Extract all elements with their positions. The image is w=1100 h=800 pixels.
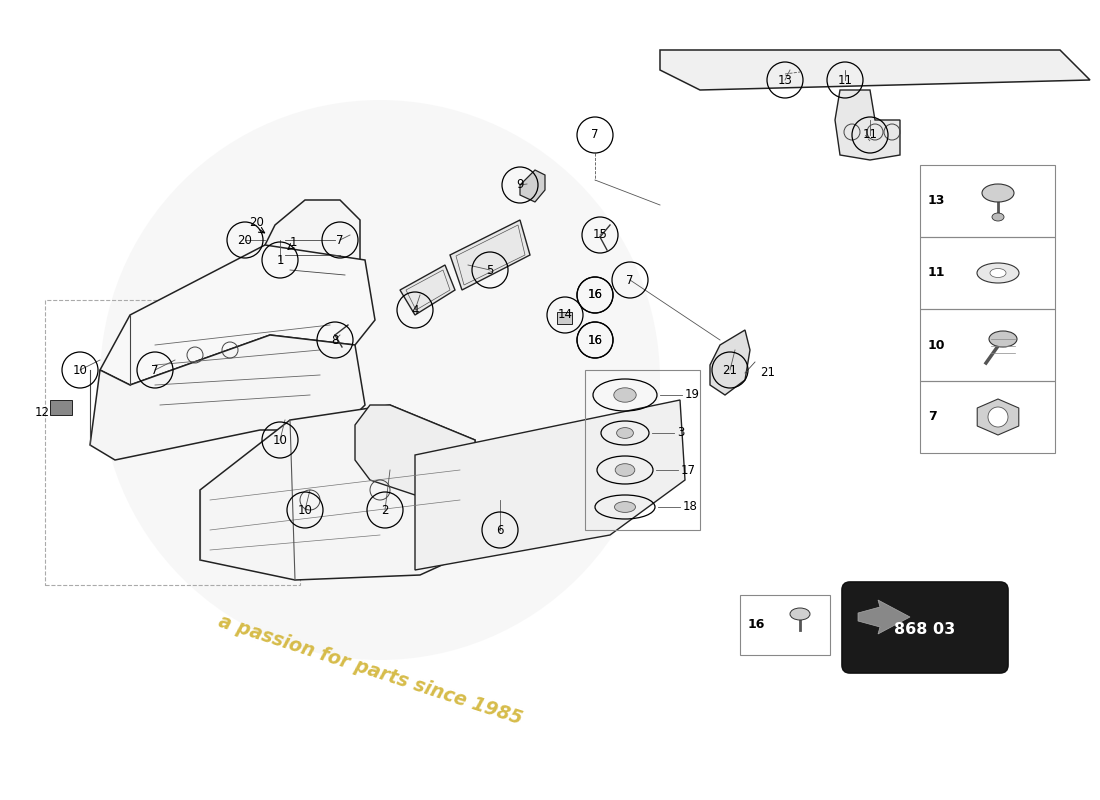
Text: 21: 21 (760, 366, 775, 379)
Ellipse shape (614, 388, 636, 402)
Polygon shape (858, 600, 910, 634)
Text: 15: 15 (593, 229, 607, 242)
Text: 18: 18 (683, 501, 697, 514)
Text: 11: 11 (837, 74, 852, 86)
Text: 7: 7 (592, 129, 598, 142)
Text: 19: 19 (685, 389, 700, 402)
Text: 1: 1 (276, 254, 284, 266)
Polygon shape (835, 90, 900, 160)
Polygon shape (415, 400, 685, 570)
Text: 20: 20 (238, 234, 252, 246)
Text: 6: 6 (496, 523, 504, 537)
Text: 9: 9 (516, 178, 524, 191)
Ellipse shape (992, 213, 1004, 221)
FancyBboxPatch shape (842, 582, 1008, 673)
Ellipse shape (990, 269, 1006, 278)
Ellipse shape (790, 608, 810, 620)
Polygon shape (520, 170, 544, 202)
Text: 12: 12 (35, 406, 50, 419)
Text: 17: 17 (681, 463, 696, 477)
Ellipse shape (989, 331, 1018, 347)
Ellipse shape (617, 427, 634, 438)
Text: 20: 20 (250, 215, 264, 229)
Polygon shape (355, 405, 475, 510)
Polygon shape (977, 399, 1019, 435)
Polygon shape (710, 330, 750, 395)
Text: 10: 10 (73, 363, 87, 377)
Text: 11: 11 (928, 266, 946, 279)
Text: 21: 21 (723, 363, 737, 377)
Text: 10: 10 (273, 434, 287, 446)
Ellipse shape (615, 464, 635, 476)
Text: 2: 2 (382, 503, 388, 517)
Text: 7: 7 (337, 234, 343, 246)
Text: 11: 11 (862, 129, 878, 142)
FancyBboxPatch shape (50, 400, 72, 415)
Text: 1: 1 (289, 235, 297, 249)
Text: 3: 3 (676, 426, 684, 439)
Polygon shape (265, 200, 360, 305)
Text: 10: 10 (298, 503, 312, 517)
Ellipse shape (982, 184, 1014, 202)
Ellipse shape (977, 263, 1019, 283)
Polygon shape (200, 405, 475, 580)
Text: 868 03: 868 03 (894, 622, 956, 638)
Text: 7: 7 (626, 274, 634, 286)
Polygon shape (660, 50, 1090, 90)
Circle shape (988, 407, 1008, 427)
Ellipse shape (615, 502, 636, 512)
Polygon shape (400, 265, 455, 315)
Text: 16: 16 (748, 618, 766, 631)
Text: 16: 16 (587, 334, 603, 346)
Text: 13: 13 (778, 74, 792, 86)
Text: 10: 10 (928, 338, 946, 351)
Text: 13: 13 (928, 194, 945, 207)
Text: 16: 16 (587, 289, 603, 302)
Polygon shape (450, 220, 530, 290)
Text: 8: 8 (331, 334, 339, 346)
Circle shape (100, 100, 660, 660)
Polygon shape (90, 335, 365, 460)
Text: 7: 7 (152, 363, 158, 377)
Text: 7: 7 (928, 410, 937, 423)
Text: 16: 16 (587, 334, 603, 346)
Polygon shape (100, 245, 375, 385)
Text: 14: 14 (558, 309, 572, 322)
Text: 4: 4 (411, 303, 419, 317)
Text: 16: 16 (587, 289, 603, 302)
Text: a passion for parts since 1985: a passion for parts since 1985 (216, 612, 525, 728)
FancyBboxPatch shape (557, 312, 572, 324)
Text: 5: 5 (486, 263, 494, 277)
